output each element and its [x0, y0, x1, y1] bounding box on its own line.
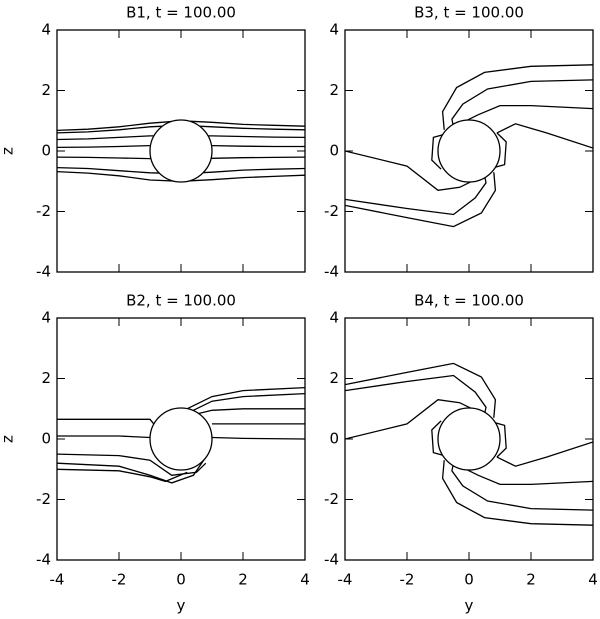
field-line	[345, 362, 497, 418]
x-axis-label: y	[177, 597, 186, 615]
field-lines	[345, 362, 593, 526]
field-line	[345, 399, 476, 440]
x-tick-label: 4	[588, 571, 598, 589]
field-line	[57, 418, 166, 434]
x-tick-label: 2	[526, 571, 536, 589]
obstacle	[149, 407, 213, 471]
obstacle	[437, 407, 501, 471]
field-line	[441, 64, 593, 130]
y-tick-label: 0	[329, 142, 339, 160]
panel-title: B1, t = 100.00	[126, 4, 236, 22]
y-axis-label: z	[0, 435, 17, 443]
panel-title: B4, t = 100.00	[414, 292, 524, 310]
x-tick-label: -4	[50, 571, 65, 589]
y-tick-label: 0	[41, 430, 51, 448]
y-axis-label: z	[0, 147, 17, 155]
y-tick-label: 0	[329, 430, 339, 448]
obstacle	[437, 119, 501, 183]
field-line	[57, 435, 151, 439]
field-line	[180, 392, 305, 416]
field-line	[211, 436, 305, 440]
y-tick-label: 2	[41, 81, 51, 99]
field-line	[431, 420, 445, 457]
field-line	[451, 79, 593, 127]
y-tick-label: -4	[36, 263, 51, 281]
panel: B4, t = 100.00 -4 -2 0 2 4 -4 -2 0 2 4 y	[324, 292, 598, 615]
field-line	[462, 467, 593, 486]
field-line	[57, 468, 188, 483]
y-tick-label: 4	[329, 309, 339, 327]
field-line	[431, 133, 445, 170]
field-lines	[345, 64, 593, 228]
field-line	[345, 150, 476, 191]
obstacle	[149, 119, 213, 183]
y-tick-label: -2	[36, 490, 51, 508]
panel-title: B3, t = 100.00	[414, 4, 524, 22]
y-tick-label: -4	[324, 263, 339, 281]
y-tick-label: 2	[329, 369, 339, 387]
x-tick-label: 0	[464, 571, 474, 589]
field-line	[451, 463, 593, 511]
field-line	[57, 453, 207, 476]
x-axis-label: y	[465, 597, 474, 615]
x-tick-label: -2	[400, 571, 415, 589]
field-line	[441, 460, 593, 526]
field-line	[493, 132, 507, 169]
panel: B2, t = 100.00 -4 -2 0 2 4 -4 -2 0 2 4 y z	[0, 292, 310, 615]
y-tick-label: 2	[329, 81, 339, 99]
y-tick-label: 4	[329, 21, 339, 39]
y-tick-label: -4	[324, 551, 339, 569]
field-line	[193, 408, 305, 416]
x-tick-label: 4	[300, 571, 310, 589]
field-line	[57, 456, 207, 484]
field-line	[496, 441, 593, 467]
y-tick-label: 0	[41, 142, 51, 160]
field-line	[345, 175, 487, 216]
y-tick-label: 4	[41, 21, 51, 39]
y-tick-label: 4	[41, 309, 51, 327]
x-tick-label: -2	[112, 571, 127, 589]
field-line	[180, 386, 305, 413]
field-line	[462, 104, 593, 123]
panel: B3, t = 100.00 -4 -2 0 2 4	[324, 4, 594, 281]
x-tick-label: 0	[176, 571, 186, 589]
x-tick-label: -4	[338, 571, 353, 589]
y-tick-label: 2	[41, 369, 51, 387]
y-tick-label: -2	[324, 490, 339, 508]
panel: B1, t = 100.00 -4 -2 0 2 4 z	[0, 4, 306, 281]
field-line	[345, 374, 487, 415]
panel-title: B2, t = 100.00	[126, 292, 236, 310]
x-tick-label: 2	[238, 571, 248, 589]
field-line	[493, 421, 507, 458]
field-line	[496, 123, 593, 149]
y-tick-label: -4	[36, 551, 51, 569]
y-tick-label: -2	[36, 202, 51, 220]
field-line	[345, 172, 497, 228]
y-tick-label: -2	[324, 202, 339, 220]
